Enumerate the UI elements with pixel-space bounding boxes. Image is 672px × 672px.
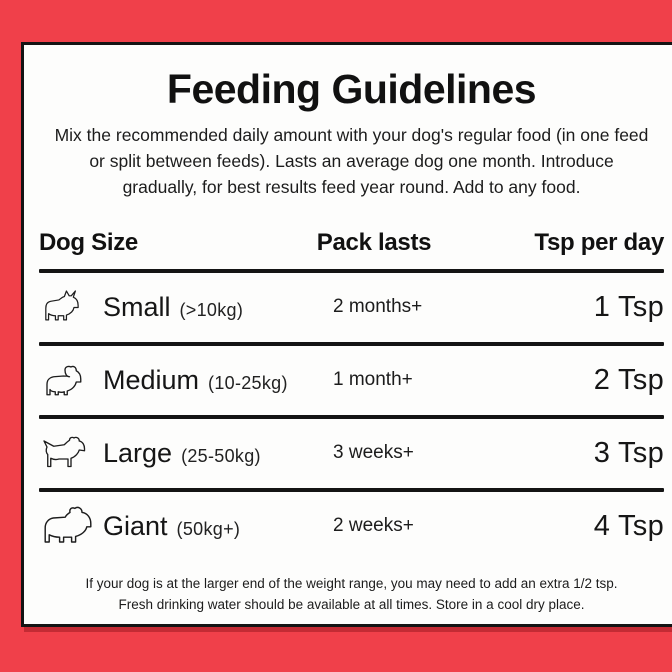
small-dog-icon bbox=[39, 288, 103, 327]
column-header-pack-lasts: Pack lasts bbox=[316, 228, 432, 256]
tsp-per-day-cell: 2 Tsp bbox=[593, 363, 664, 396]
divider bbox=[39, 268, 664, 273]
column-header-tsp-per-day: Tsp per day bbox=[534, 228, 664, 256]
feeding-guidelines-card: Feeding Guidelines Mix the recommended d… bbox=[21, 42, 672, 627]
footer-note-line2: Fresh drinking water should be available… bbox=[118, 597, 585, 613]
dog-size-cell: Medium (10-25kg) bbox=[103, 365, 333, 396]
size-name: Giant bbox=[103, 510, 168, 541]
pack-lasts-cell: 3 weeks+ bbox=[333, 442, 414, 464]
divider bbox=[39, 341, 664, 346]
tsp-per-day-cell: 4 Tsp bbox=[593, 509, 664, 542]
pack-lasts-cell: 2 months+ bbox=[333, 296, 423, 318]
size-name: Large bbox=[103, 437, 173, 468]
dog-size-cell: Small (>10kg) bbox=[103, 292, 333, 323]
pack-lasts-cell: 1 month+ bbox=[333, 369, 413, 391]
giant-dog-icon bbox=[39, 502, 103, 550]
weight-range: (10-25kg) bbox=[208, 372, 288, 393]
medium-dog-icon bbox=[39, 361, 103, 400]
tsp-per-day-cell: 1 Tsp bbox=[593, 290, 664, 323]
table-row-small: Small (>10kg) 2 months+ 1 Tsp bbox=[39, 273, 664, 342]
table-row-medium: Medium (10-25kg) 1 month+ 2 Tsp bbox=[39, 346, 664, 415]
page-title: Feeding Guidelines bbox=[166, 66, 537, 112]
size-name: Small bbox=[103, 291, 171, 322]
divider bbox=[39, 414, 664, 419]
dog-size-cell: Giant (50kg+) bbox=[103, 511, 333, 542]
weight-range: (>10kg) bbox=[179, 299, 244, 320]
table-row-large: Large (25-50kg) 3 weeks+ 3 Tsp bbox=[39, 419, 664, 488]
divider bbox=[39, 487, 664, 492]
weight-range: (25-50kg) bbox=[181, 445, 261, 466]
pack-lasts-cell: 2 weeks+ bbox=[333, 515, 414, 537]
column-header-dog-size: Dog Size bbox=[39, 228, 138, 256]
dog-size-cell: Large (25-50kg) bbox=[103, 438, 333, 469]
table-header-row: Dog Size Pack lasts Tsp per day bbox=[39, 217, 664, 269]
tsp-per-day-cell: 3 Tsp bbox=[593, 436, 664, 469]
footer-note-line1: If your dog is at the larger end of the … bbox=[85, 575, 618, 591]
footer-note: If your dog is at the larger end of the … bbox=[39, 573, 664, 616]
table-row-giant: Giant (50kg+) 2 weeks+ 4 Tsp bbox=[39, 492, 664, 561]
weight-range: (50kg+) bbox=[176, 518, 241, 539]
size-name: Medium bbox=[103, 364, 200, 395]
intro-paragraph: Mix the recommended daily amount with yo… bbox=[54, 124, 649, 197]
large-dog-icon bbox=[39, 432, 103, 474]
